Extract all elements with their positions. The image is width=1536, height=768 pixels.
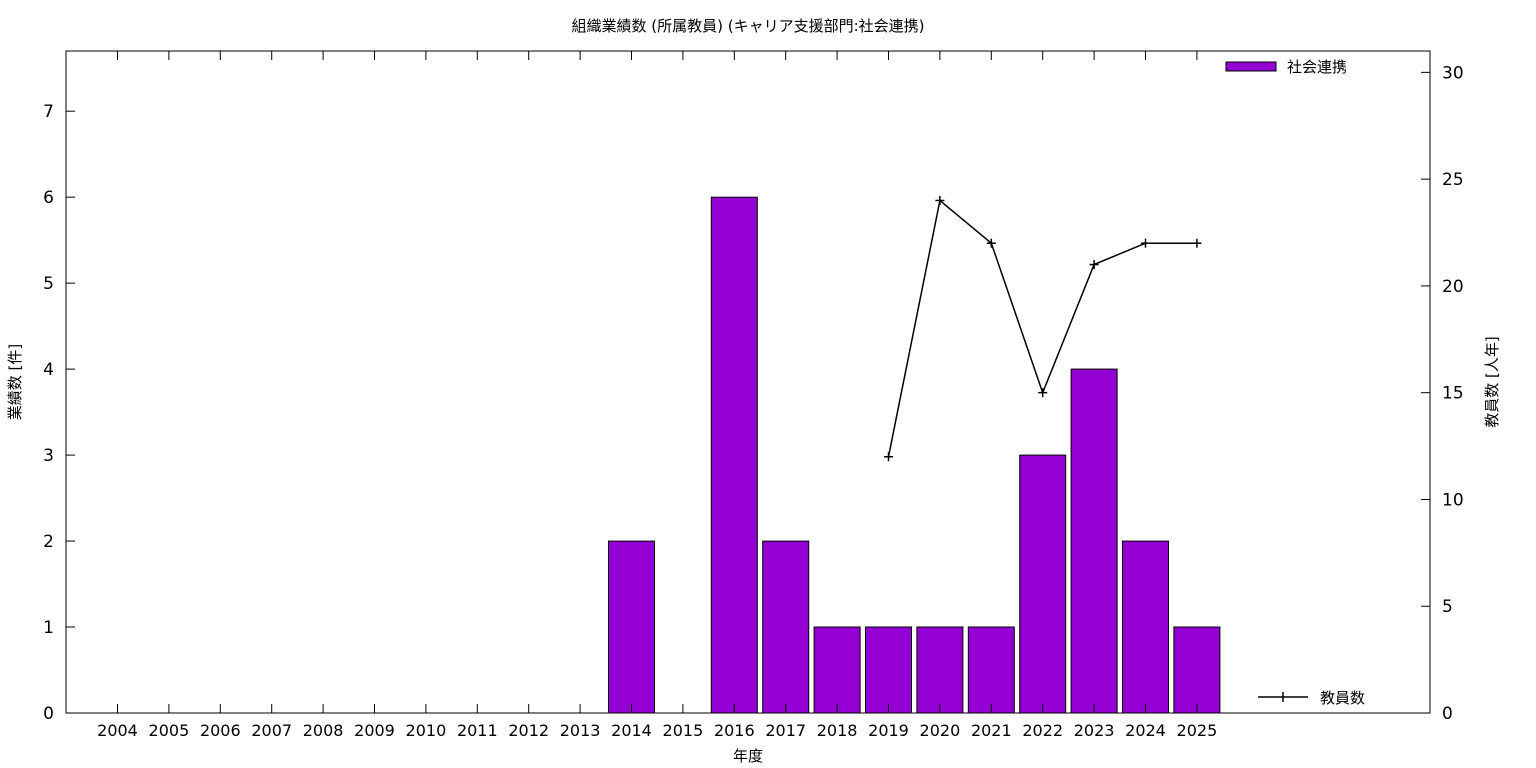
- y-tick-label: 0: [43, 704, 54, 724]
- series-line-faculty: [887, 199, 1197, 457]
- legend-bar-swatch: [1225, 61, 1277, 72]
- y2-tick-label: 0: [1442, 704, 1453, 724]
- x-tick-label-2005: 2005: [149, 721, 190, 740]
- y-tick-label: 4: [43, 360, 54, 380]
- y2-axis-ticks: 0 5 10 15 20 25 30: [1421, 63, 1464, 724]
- x-axis-label: 年度: [733, 747, 763, 765]
- y-tick-label: 2: [43, 532, 54, 552]
- legend-bar-label: 社会連携: [1287, 58, 1347, 76]
- x-axis-ticks: 2004 2005 2006 2007 2008 2009 2010 2011 2012 2013…: [97, 51, 1217, 740]
- x-tick-label-2008: 2008: [303, 721, 344, 740]
- x-tick-label-2021: 2021: [971, 721, 1012, 740]
- bar-2014: [608, 540, 655, 714]
- bar-2021: [967, 626, 1015, 714]
- x-tick-label-2015: 2015: [663, 721, 704, 740]
- bar-2018: [813, 626, 861, 714]
- x-tick-label-2018: 2018: [817, 721, 858, 740]
- x-tick-label-2016: 2016: [714, 721, 755, 740]
- point-2019: [884, 452, 893, 462]
- legend-line-label: 教員数: [1320, 689, 1365, 707]
- bar-2023: [1070, 368, 1118, 714]
- legend-line: 教員数: [1258, 689, 1365, 707]
- point-2022: [1038, 388, 1048, 398]
- x-tick-label-2014: 2014: [611, 721, 652, 740]
- bar-2022: [1019, 454, 1067, 714]
- y2-tick-label: 25: [1442, 170, 1464, 190]
- bar-2025: [1173, 626, 1221, 714]
- bar-2016: [710, 196, 758, 714]
- x-tick-label-2020: 2020: [920, 721, 961, 740]
- point-2025: [1192, 238, 1202, 248]
- y-tick-label: 7: [43, 102, 54, 122]
- x-tick-label-2024: 2024: [1125, 721, 1166, 740]
- x-tick-label-2007: 2007: [251, 721, 292, 740]
- x-tick-label-2025: 2025: [1177, 721, 1218, 740]
- y2-axis-label: 教員数 [人年]: [1483, 336, 1501, 427]
- y-tick-label: 1: [43, 618, 54, 638]
- x-tick-label-2019: 2019: [868, 721, 909, 740]
- y2-tick-label: 5: [1442, 597, 1453, 617]
- bar-2020: [916, 626, 964, 714]
- bars-group: [608, 196, 1221, 714]
- point-2023: [1089, 260, 1099, 270]
- line-group: [884, 195, 1202, 462]
- y-axis-label: 業績数 [件]: [6, 344, 24, 420]
- bar-2024: [1122, 540, 1169, 714]
- x-tick-label-2013: 2013: [560, 721, 601, 740]
- x-tick-label-2010: 2010: [406, 721, 447, 740]
- y-tick-label: 5: [43, 274, 54, 294]
- x-tick-label-2009: 2009: [354, 721, 395, 740]
- y-axis-ticks: 0 1 2 3 4 5 6 7: [43, 102, 75, 724]
- x-tick-label-2012: 2012: [508, 721, 549, 740]
- y2-tick-label: 15: [1442, 384, 1464, 404]
- point-2020: [935, 195, 945, 205]
- x-tick-label-2022: 2022: [1022, 721, 1063, 740]
- y-tick-label: 6: [43, 188, 54, 208]
- y2-tick-label: 10: [1442, 490, 1464, 510]
- x-tick-label-2023: 2023: [1074, 721, 1115, 740]
- plot-frame: [65, 50, 1431, 714]
- point-2021: [986, 238, 996, 248]
- bar-2019: [865, 626, 912, 714]
- y-tick-label: 3: [43, 446, 54, 466]
- x-tick-label-2017: 2017: [765, 721, 806, 740]
- x-tick-label-2011: 2011: [457, 721, 498, 740]
- legend-bar: 社会連携: [1225, 58, 1347, 76]
- x-tick-label-2006: 2006: [200, 721, 241, 740]
- y2-tick-label: 20: [1442, 277, 1464, 297]
- y2-tick-label: 30: [1442, 63, 1464, 83]
- chart-title: 組織業績数 (所属教員) (キャリア支援部門:社会連携): [571, 17, 924, 35]
- point-2024: [1141, 238, 1150, 248]
- x-tick-label-2004: 2004: [97, 721, 138, 740]
- bar-2017: [762, 540, 810, 714]
